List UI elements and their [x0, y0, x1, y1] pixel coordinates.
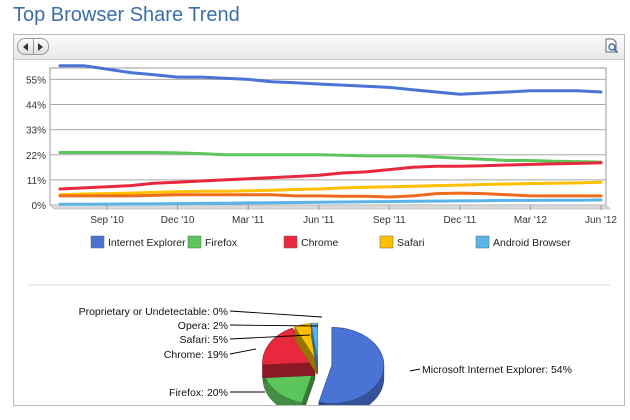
legend-swatch — [283, 235, 298, 249]
leader-line — [229, 310, 323, 318]
browser-share-charts: 55% 44% 33% 22% 11% 0% Sep '10 Dec '10 Mar '11 Ju… — [26, 64, 617, 405]
chart-legend: Internet Explorer Firefox Chrome Safari Andr… — [90, 235, 571, 249]
legend-swatch — [90, 235, 105, 249]
legend-swatch — [187, 235, 202, 249]
pie-labels: Microsoft Internet Explorer: 54% Firefox:… — [79, 306, 572, 399]
chevron-right-icon — [38, 42, 44, 51]
leader-line — [229, 324, 319, 327]
pie-slice-label: Chrome: 19% — [164, 349, 228, 361]
next-button[interactable] — [32, 39, 49, 54]
slice-top — [318, 327, 385, 404]
leader-line — [229, 334, 311, 340]
page-title: Top Browser Share Trend — [13, 4, 240, 26]
opera-slice — [310, 322, 319, 375]
legend-swatch — [379, 235, 394, 249]
legend-swatch — [475, 235, 490, 249]
legend-label: Chrome — [301, 237, 339, 249]
magnifier-page-icon — [605, 38, 619, 54]
plot-floor — [49, 204, 611, 210]
chrome-series-line — [58, 161, 603, 191]
pie-slice-label: Safari: 5% — [180, 334, 228, 346]
pie-slice-label: Proprietary or Undetectable: 0% — [79, 306, 228, 318]
leader-line — [409, 368, 421, 372]
firefox-series-line — [58, 151, 603, 164]
x-tick-label: Sep '11 — [373, 215, 406, 226]
x-tick-label: Dec '11 — [443, 215, 476, 226]
slice-top — [310, 322, 319, 362]
y-tick-label: 55% — [26, 75, 46, 86]
legend-label: Firefox — [205, 237, 238, 249]
legend-label: Safari — [397, 237, 424, 249]
prev-button[interactable] — [18, 39, 33, 54]
microsoft-internet-explorer-slice — [318, 327, 385, 405]
y-tick-label: 22% — [26, 151, 46, 162]
chart-panel: 55% 44% 33% 22% 11% 0% Sep '10 Dec '10 Mar '11 Ju… — [13, 34, 625, 406]
chart-toolbar — [14, 35, 624, 60]
x-tick-label: Sep '10 — [90, 215, 124, 226]
leader-line — [229, 348, 257, 355]
pie-slice-label: Firefox: 20% — [169, 387, 228, 399]
pie-chart: Microsoft Internet Explorer: 54% Firefox:… — [79, 306, 572, 405]
android-browser-series-line — [58, 198, 603, 206]
nav-button-group — [17, 38, 49, 55]
legend-label: Android Browser — [493, 237, 571, 249]
legend-label: Internet Explorer — [108, 237, 186, 249]
y-tick-label: 44% — [26, 101, 46, 112]
x-tick-label: Dec '10 — [161, 215, 195, 226]
internet-explorer-series-line — [58, 64, 603, 96]
safari-series-line — [58, 180, 603, 197]
y-tick-label: 0% — [32, 201, 47, 212]
pie-slice-label: Opera: 2% — [178, 320, 228, 332]
slice-top — [262, 327, 316, 366]
pie-slice-label: Microsoft Internet Explorer: 54% — [422, 364, 572, 376]
chevron-left-icon — [22, 42, 28, 51]
x-tick-label: Jun '11 — [303, 215, 335, 226]
y-tick-label: 33% — [26, 126, 46, 137]
x-tick-label: Mar '11 — [232, 215, 265, 226]
other-series-line — [58, 191, 603, 199]
line-chart: 55% 44% 33% 22% 11% 0% Sep '10 Dec '10 Mar '11 Ju… — [26, 64, 617, 226]
y-tick-label: 11% — [27, 176, 46, 187]
x-tick-label: Mar '12 — [514, 215, 547, 226]
zoom-button[interactable] — [604, 38, 620, 54]
x-tick-label: Jun '12 — [585, 215, 617, 226]
